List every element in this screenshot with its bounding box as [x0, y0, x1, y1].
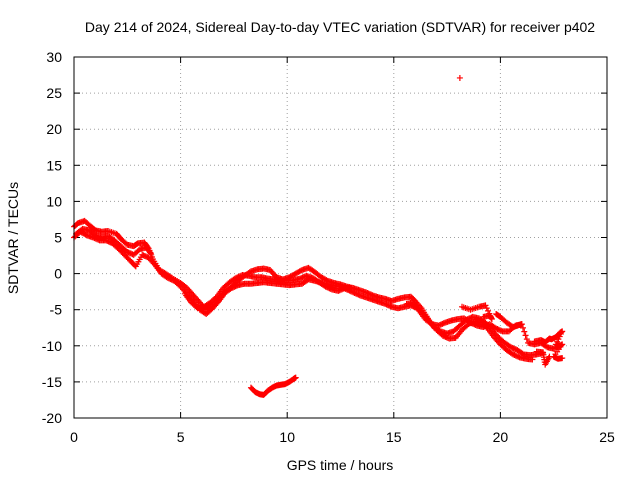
data-point [521, 328, 528, 335]
data-point [559, 355, 566, 362]
data-point [518, 321, 525, 328]
data-point [292, 374, 299, 381]
y-tick-label: 25 [46, 85, 62, 101]
data-point [519, 324, 526, 331]
data-point [348, 285, 355, 292]
y-tick-label: 15 [46, 157, 62, 173]
y-tick-label: 0 [54, 266, 62, 282]
data-point [456, 74, 463, 81]
grid-lines [74, 57, 607, 418]
data-point [146, 249, 153, 256]
data-point [529, 356, 536, 363]
y-tick-label: 20 [46, 121, 62, 137]
axis-ticks: 0 5 10 15 20 25 30 25 20 15 10 5 0 -5 -10 -15 -20 [42, 49, 615, 445]
y-tick-label: -10 [42, 338, 62, 354]
x-tick-label: 0 [70, 429, 78, 445]
y-tick-label: 30 [46, 49, 62, 65]
x-tick-label: 5 [177, 429, 185, 445]
y-tick-label: 5 [54, 230, 62, 246]
x-tick-label: 20 [493, 429, 509, 445]
y-tick-label: -5 [50, 302, 63, 318]
x-tick-label: 15 [386, 429, 402, 445]
data-point [486, 310, 493, 317]
data-point [487, 313, 494, 320]
x-tick-label: 10 [279, 429, 295, 445]
y-tick-label: 10 [46, 193, 62, 209]
y-tick-label: -15 [42, 374, 62, 390]
data-point [546, 353, 553, 360]
data-points [71, 74, 566, 398]
plot-frame [73, 56, 608, 419]
x-tick-label: 25 [599, 429, 615, 445]
data-point [523, 336, 530, 343]
chart-title: Day 214 of 2024, Sidereal Day-to-day VTE… [85, 19, 595, 35]
y-axis-label: SDTVAR / TECUs [5, 182, 21, 294]
x-axis-label: GPS time / hours [287, 457, 394, 473]
data-point [147, 250, 154, 257]
data-point [488, 316, 495, 323]
data-point [522, 332, 529, 339]
y-tick-label: -20 [42, 410, 62, 426]
data-point [485, 307, 492, 314]
data-point [459, 303, 466, 310]
